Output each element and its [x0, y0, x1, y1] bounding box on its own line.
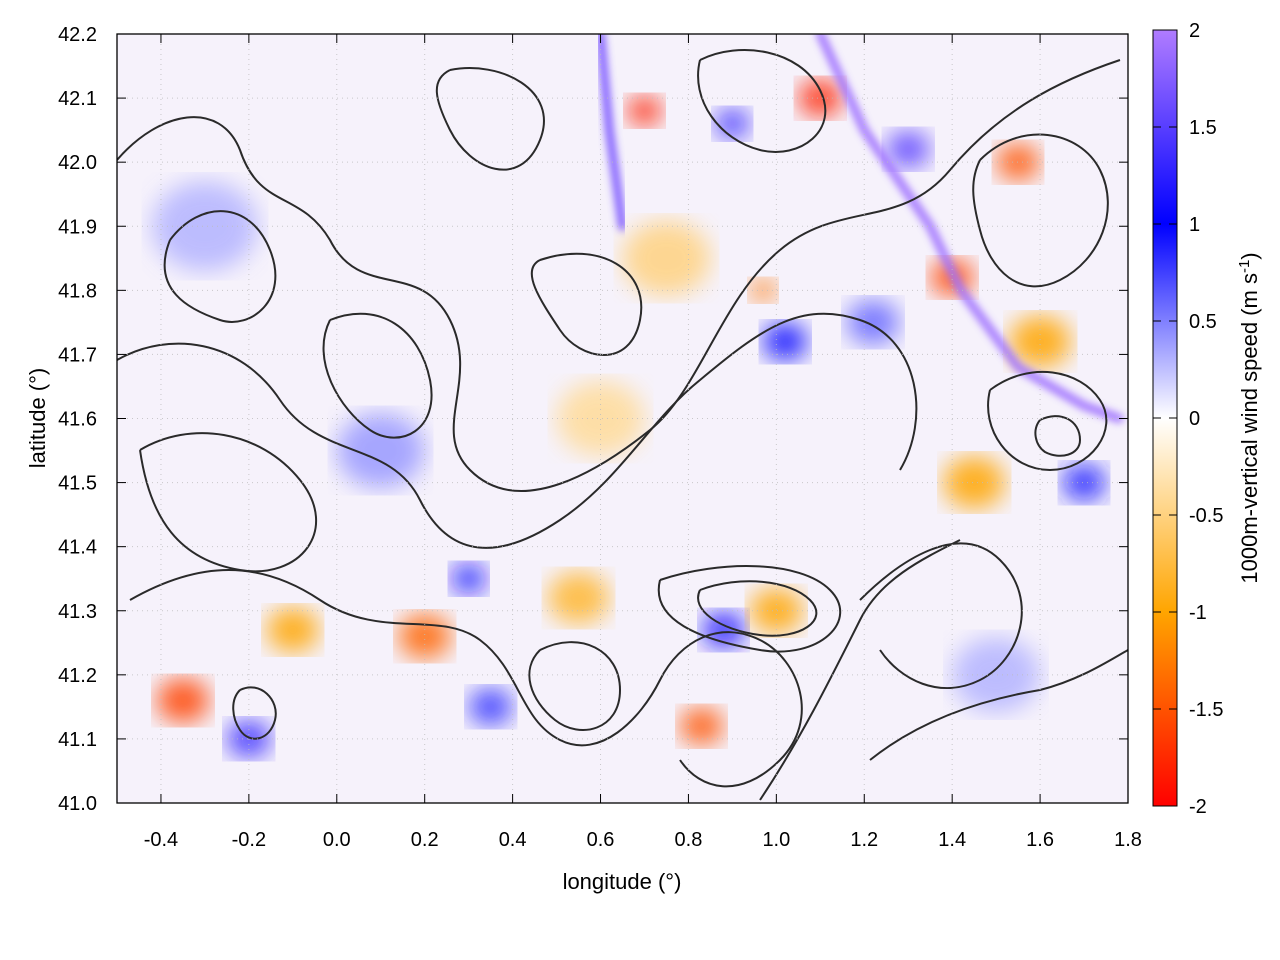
- wind-hotspot: [996, 143, 1041, 181]
- x-tick-label: 0.2: [411, 829, 439, 851]
- contour-line: [697, 580, 818, 637]
- wind-band: [596, 34, 627, 231]
- wind-hotspot: [763, 322, 808, 361]
- y-tick-label: 41.7: [58, 344, 97, 366]
- contour-line: [117, 312, 918, 549]
- y-tick-label: 42.0: [58, 152, 97, 174]
- wind-hotspot: [749, 279, 777, 302]
- wind-band: [815, 34, 1124, 423]
- wind-hotspot: [886, 130, 931, 169]
- wind-hotspot: [556, 381, 645, 456]
- contour-line: [435, 67, 545, 171]
- wind-hotspot: [1062, 463, 1107, 502]
- y-tick-label: 42.2: [58, 24, 97, 46]
- wind-hotspot: [398, 613, 452, 659]
- wind-hotspot: [1009, 315, 1071, 368]
- x-tick-label: 0.6: [587, 829, 615, 851]
- colorbar-tick-label: 0: [1189, 408, 1200, 430]
- colorbar-tick-label: -0.5: [1189, 505, 1223, 527]
- wind-hotspot: [152, 181, 258, 272]
- contour-line: [987, 370, 1108, 471]
- colorbar-tick-label: -1.5: [1189, 699, 1223, 721]
- contour-line: [322, 312, 433, 439]
- y-tick-label: 41.3: [58, 601, 97, 623]
- y-tick-label: 41.0: [58, 793, 97, 815]
- wind-hotspot: [679, 707, 724, 745]
- y-tick-label: 42.1: [58, 88, 97, 110]
- colorbar-tick-label: 2: [1189, 20, 1200, 42]
- contour-line: [117, 59, 1121, 492]
- colorbar-title-suffix: ): [1237, 252, 1262, 259]
- colorbar-tick-label: -1: [1189, 602, 1207, 624]
- y-tick-label: 41.4: [58, 537, 97, 559]
- wind-hotspot: [156, 678, 210, 723]
- wind-hotspot: [266, 607, 320, 653]
- terrain-contours: [117, 49, 1128, 801]
- wind-hotspot: [336, 413, 425, 488]
- x-tick-label: 1.0: [762, 829, 790, 851]
- x-tick-label: 1.2: [850, 829, 878, 851]
- x-tick-label: 1.6: [1026, 829, 1054, 851]
- wind-hotspot: [798, 79, 843, 117]
- contour-line: [232, 686, 277, 740]
- colorbar-tick-label: 1: [1189, 214, 1200, 236]
- contour-line: [1034, 415, 1081, 457]
- wind-hotspot: [952, 637, 1041, 713]
- wind-hotspot: [468, 688, 513, 726]
- wind-hotspot: [749, 588, 803, 634]
- x-tick-label: 0.4: [499, 829, 527, 851]
- contour-line: [139, 432, 318, 573]
- colorbar-ticks: 2 1.5 1 0.5 0 -0.5 -1 -1.5 -2: [1153, 20, 1223, 818]
- colorbar-tick-label: -2: [1189, 796, 1207, 818]
- colorbar-title: 1000m-vertical wind speed (m s-1): [1236, 252, 1262, 583]
- contour-line: [972, 133, 1109, 288]
- contour-line: [759, 539, 961, 801]
- contour-line: [163, 210, 277, 323]
- colorbar-tick-label: 1.5: [1189, 117, 1217, 139]
- contour-line: [129, 569, 803, 788]
- colorbar-title-main: 1000m-vertical wind speed (m s: [1237, 273, 1262, 584]
- contour-line: [859, 542, 1023, 689]
- y-tick-label: 41.5: [58, 473, 97, 495]
- contour-line: [530, 252, 643, 356]
- x-axis: -0.4 -0.2 0.0 0.2 0.4 0.6 0.8 1.0 1.2 1.4 1.6 1.8: [144, 34, 1142, 851]
- y-tick-label: 41.8: [58, 280, 97, 302]
- x-axis-title: longitude (°): [563, 869, 682, 894]
- colorbar-tick-label: 0.5: [1189, 311, 1217, 333]
- wind-hotspot: [626, 95, 663, 126]
- y-tick-label: 41.6: [58, 409, 97, 431]
- contour-line: [869, 649, 1128, 761]
- wind-hotspot: [714, 108, 750, 139]
- x-tick-label: -0.4: [144, 829, 178, 851]
- y-axis: 41.0 41.1 41.2 41.3 41.4 41.5 41.6 41.7 41.8 41.9…: [58, 24, 1128, 815]
- y-tick-label: 41.9: [58, 216, 97, 238]
- wind-hotspot: [451, 563, 487, 594]
- wind-hotspot: [846, 299, 900, 345]
- wind-hotspot: [547, 571, 610, 625]
- x-tick-label: 1.4: [938, 829, 966, 851]
- y-tick-label: 41.1: [58, 729, 97, 751]
- x-tick-label: 0.0: [323, 829, 351, 851]
- contour-line: [528, 641, 621, 731]
- x-tick-label: 1.8: [1114, 829, 1142, 851]
- colorbar-title-superscript: -1: [1236, 260, 1253, 273]
- wind-hotspot: [943, 456, 1005, 509]
- wind-field-layer: [117, 34, 1124, 803]
- x-tick-label: 0.8: [675, 829, 703, 851]
- contour-line: [697, 49, 827, 153]
- y-axis-title: latitude (°): [25, 368, 50, 469]
- y-tick-label: 41.2: [58, 665, 97, 687]
- x-tick-label: -0.2: [232, 829, 266, 851]
- contour-line: [657, 565, 842, 653]
